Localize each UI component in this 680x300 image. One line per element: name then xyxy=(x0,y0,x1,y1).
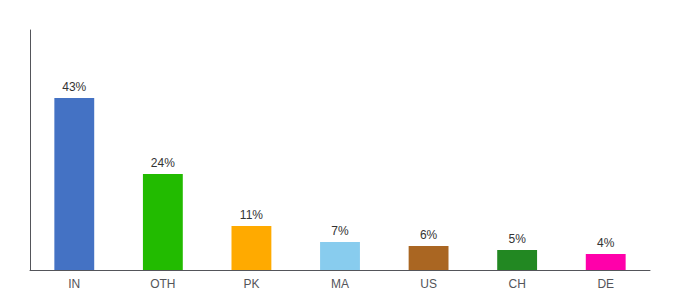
svg-text:11%: 11% xyxy=(240,208,263,222)
svg-text:6%: 6% xyxy=(420,228,438,242)
svg-text:24%: 24% xyxy=(151,156,175,170)
svg-text:43%: 43% xyxy=(62,80,86,94)
svg-text:IN: IN xyxy=(68,277,80,291)
svg-text:5%: 5% xyxy=(508,232,526,246)
svg-text:7%: 7% xyxy=(331,224,349,238)
svg-text:4%: 4% xyxy=(597,236,615,250)
svg-text:PK: PK xyxy=(243,277,259,291)
svg-text:US: US xyxy=(420,277,437,291)
svg-text:CH: CH xyxy=(508,277,525,291)
svg-text:OTH: OTH xyxy=(150,277,175,291)
svg-text:MA: MA xyxy=(331,277,349,291)
svg-text:DE: DE xyxy=(597,277,614,291)
